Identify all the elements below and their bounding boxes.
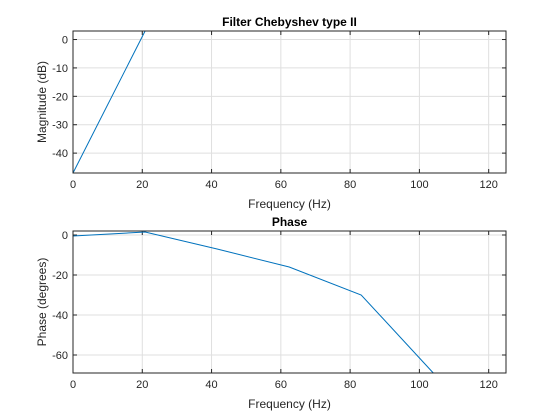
magnitude-grid [72, 31, 506, 173]
magnitude-x-axis-label: Frequency (Hz) [248, 197, 331, 211]
phase-y-axis-label: Phase (degrees) [35, 258, 49, 347]
x-tick-label: 60 [275, 179, 287, 191]
x-tick-label: 80 [344, 379, 356, 391]
y-tick-label: -30 [52, 120, 68, 132]
x-tick-label: 100 [410, 179, 428, 191]
x-tick-label: 60 [275, 379, 287, 391]
y-tick-label: -40 [52, 310, 68, 322]
magnitude-title: Filter Chebyshev type II [222, 15, 357, 29]
y-tick-label: -60 [52, 350, 68, 362]
y-tick-label: 0 [62, 35, 68, 47]
x-tick-label: 120 [480, 179, 498, 191]
x-tick-label: 100 [410, 379, 428, 391]
x-tick-label: 0 [70, 379, 76, 391]
series-line [72, 30, 434, 174]
phase-axes: 0 20 40 60 80 100 120 0 -20 -40 -60 Phase Frequenc… [35, 215, 507, 411]
x-tick-label: 40 [205, 179, 217, 191]
phase-title: Phase [272, 215, 308, 229]
phase-ticks: 0 20 40 60 80 100 120 0 -20 -40 -60 [52, 230, 506, 391]
magnitude-y-axis-label: Magnitude (dB) [35, 61, 49, 143]
y-tick-label: -20 [52, 270, 68, 282]
y-tick-label: -20 [52, 91, 68, 103]
magnitude-axes: 0 20 40 60 80 100 120 0 -10 -20 -30 -40 Filter Cheb… [35, 15, 507, 211]
y-tick-label: -40 [52, 148, 68, 160]
y-tick-label: 0 [62, 230, 68, 242]
phase-grid [72, 231, 506, 373]
magnitude-axes-frame [72, 30, 507, 174]
magnitude-ticks: 0 20 40 60 80 100 120 0 -10 -20 -30 -40 [52, 31, 506, 191]
y-tick-label: -10 [52, 63, 68, 75]
x-tick-label: 80 [344, 179, 356, 191]
x-tick-label: 120 [480, 379, 498, 391]
x-tick-label: 0 [70, 179, 76, 191]
x-tick-label: 40 [205, 379, 217, 391]
phase-axes-frame [72, 230, 507, 374]
series-line [72, 231, 434, 374]
x-tick-label: 20 [136, 379, 148, 391]
phase-series [72, 231, 434, 374]
x-tick-label: 20 [136, 179, 148, 191]
magnitude-series [72, 30, 434, 174]
phase-x-axis-label: Frequency (Hz) [248, 397, 331, 411]
